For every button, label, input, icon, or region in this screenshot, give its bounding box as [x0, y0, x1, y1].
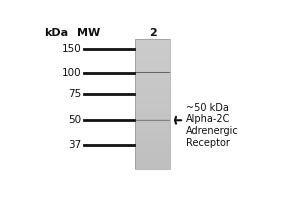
Text: 37: 37: [68, 140, 82, 150]
Text: 100: 100: [62, 68, 82, 78]
Text: Adrenergic: Adrenergic: [186, 126, 239, 136]
Text: MW: MW: [77, 28, 100, 38]
Bar: [135, 39, 170, 169]
Text: 2: 2: [149, 28, 157, 38]
Text: 150: 150: [62, 44, 82, 54]
Text: Receptor: Receptor: [186, 138, 230, 148]
Text: 75: 75: [68, 89, 82, 99]
Text: kDa: kDa: [44, 28, 68, 38]
Text: ~50 kDa: ~50 kDa: [186, 103, 229, 113]
Text: Alpha-2C: Alpha-2C: [186, 114, 231, 124]
Text: 50: 50: [68, 115, 82, 125]
